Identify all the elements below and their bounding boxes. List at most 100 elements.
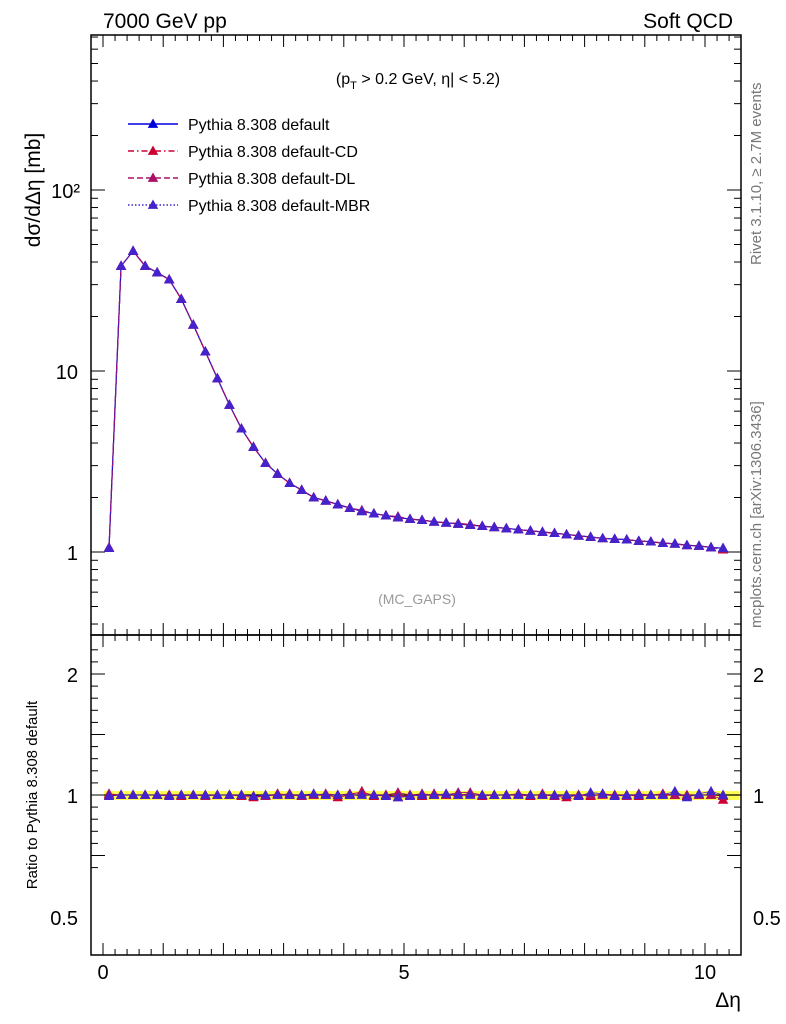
main-point-3-5 xyxy=(163,274,175,284)
legend-label-2: Pythia 8.308 default-DL xyxy=(188,171,355,188)
ratio-point-2-22 xyxy=(368,789,380,799)
main-point-3-26 xyxy=(416,514,428,524)
main-point-3-48 xyxy=(681,539,693,550)
ratio-frame xyxy=(90,634,742,956)
main-point-3-22 xyxy=(368,508,380,518)
main-point-3-11 xyxy=(236,423,247,433)
main-series-line-3 xyxy=(108,250,724,549)
ratio-point-2-7 xyxy=(188,789,199,799)
main-ticks xyxy=(91,35,741,635)
main-point-3-51 xyxy=(717,542,729,553)
ratio-ytick-right-0.5: 0.5 xyxy=(753,908,781,930)
main-point-3-43 xyxy=(621,534,632,544)
main-point-3-50 xyxy=(705,541,717,552)
ratio-point-2-19 xyxy=(332,789,344,799)
ratio-point-2-16 xyxy=(296,789,307,799)
watermark: (MC_GAPS) xyxy=(378,591,456,607)
main-point-3-15 xyxy=(284,477,295,488)
ratio-panel: 0.5 1 2 0.5 1 2 Ratio to Pythia 8.308 de… xyxy=(24,634,781,1012)
ratio-point-2-13 xyxy=(260,789,271,799)
main-point-3-27 xyxy=(428,516,440,526)
main-point-3-38 xyxy=(561,528,572,539)
legend-label-1: Pythia 8.308 default-CD xyxy=(188,144,358,161)
main-point-3-14 xyxy=(272,468,283,478)
main-point-3-41 xyxy=(597,532,608,543)
ratio-ticks xyxy=(91,635,741,955)
xtick-label-0: 0 xyxy=(97,962,108,984)
ratio-point-2-41 xyxy=(597,788,608,798)
main-point-3-32 xyxy=(489,521,500,532)
xlabel: Δη xyxy=(715,989,741,1012)
main-point-3-12 xyxy=(248,441,259,451)
ratio-point-2-51 xyxy=(717,789,729,799)
legend-marker-3 xyxy=(147,199,159,209)
main-point-3-20 xyxy=(344,502,356,512)
ratio-point-2-2 xyxy=(127,789,139,799)
ratio-point-2-15 xyxy=(284,789,295,799)
main-point-3-25 xyxy=(404,513,416,523)
main-point-3-45 xyxy=(645,536,657,546)
main-point-3-8 xyxy=(200,346,211,356)
main-point-3-31 xyxy=(477,520,488,530)
main-point-3-21 xyxy=(356,505,368,516)
ratio-point-2-20 xyxy=(344,789,356,799)
ratio-point-2-25 xyxy=(404,790,416,801)
ratio-point-2-14 xyxy=(272,789,283,799)
main-point-3-46 xyxy=(657,537,669,547)
ratio-point-2-34 xyxy=(513,789,524,799)
main-point-3-49 xyxy=(693,540,705,550)
main-point-3-23 xyxy=(380,510,392,520)
ratio-series xyxy=(103,785,729,804)
ratio-point-2-3 xyxy=(139,789,151,799)
legend: Pythia 8.308 default Pythia 8.308 default… xyxy=(128,117,370,215)
ratio-ylabel: Ratio to Pythia 8.308 default xyxy=(24,700,41,889)
ratio-point-2-5 xyxy=(163,790,175,801)
main-point-3-19 xyxy=(332,498,344,509)
ratio-point-2-1 xyxy=(115,789,127,799)
main-series-line-2 xyxy=(108,250,724,550)
main-point-3-18 xyxy=(320,495,331,505)
main-ytick-label-100: 10² xyxy=(51,181,80,203)
main-point-3-4 xyxy=(151,267,163,277)
header-right: Soft QCD xyxy=(643,10,733,33)
main-point-3-44 xyxy=(633,535,645,545)
main-point-3-39 xyxy=(573,530,584,540)
legend-marker-0 xyxy=(147,118,159,128)
ratio-ytick-left-0.5: 0.5 xyxy=(50,908,78,930)
main-point-3-1 xyxy=(115,260,127,270)
ratio-ytick-left-1: 1 xyxy=(67,786,78,808)
ratio-point-1-24 xyxy=(392,787,404,797)
main-panel: 1 10 10² dσ/dΔη [mb] (pT > 0.2 GeV, η| <… xyxy=(22,34,742,636)
legend-marker-1 xyxy=(147,145,159,155)
xtick-label-10: 10 xyxy=(694,962,716,984)
main-point-3-34 xyxy=(513,524,524,534)
main-point-3-0 xyxy=(103,542,115,553)
main-point-3-9 xyxy=(212,372,223,383)
ratio-point-2-0 xyxy=(103,790,115,801)
main-ytick-label-1: 1 xyxy=(67,543,78,565)
ratio-series-line-2 xyxy=(108,790,724,798)
ratio-point-2-11 xyxy=(236,789,247,799)
ratio-point-2-6 xyxy=(176,789,187,799)
main-point-3-47 xyxy=(669,538,681,548)
annotation-post: > 0.2 GeV, η| < 5.2) xyxy=(357,71,500,88)
annotation-sub: T xyxy=(350,80,357,92)
main-point-3-7 xyxy=(188,319,199,329)
ratio-point-2-37 xyxy=(549,789,560,799)
main-series-3 xyxy=(103,245,729,553)
main-ytick-label-10: 10 xyxy=(56,362,78,384)
main-ylabel: dσ/dΔη [mb] xyxy=(22,133,45,248)
main-series xyxy=(103,245,729,554)
xtick-label-5: 5 xyxy=(398,962,409,984)
annotation-pre: (p xyxy=(336,71,350,88)
ratio-point-2-43 xyxy=(621,789,632,799)
legend-label-3: Pythia 8.308 default-MBR xyxy=(188,198,370,215)
main-series-2 xyxy=(103,245,729,553)
main-series-0 xyxy=(103,245,729,553)
ratio-point-2-8 xyxy=(200,789,211,799)
header-left: 7000 GeV pp xyxy=(103,10,227,33)
ratio-point-2-27 xyxy=(428,789,440,799)
main-point-3-10 xyxy=(224,399,235,409)
legend-marker-2 xyxy=(147,172,159,182)
ratio-point-2-17 xyxy=(308,788,319,798)
